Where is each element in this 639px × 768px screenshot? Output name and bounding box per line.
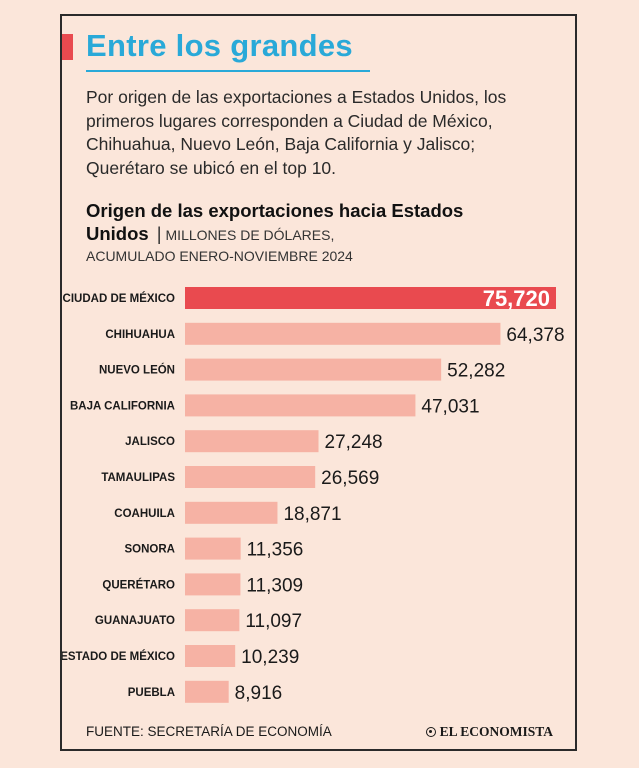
bar <box>185 501 278 524</box>
subtitle-text: Por origen de las exportaciones a Estado… <box>86 87 507 178</box>
bar-value-label: 11,356 <box>247 540 304 561</box>
chart-unit: MILLONES DE DÓLARES, <box>165 227 335 243</box>
bar-category-label: CHIHUAHUA <box>105 329 175 341</box>
chart-title-block: Origen de las exportaciones hacia Estado… <box>86 199 566 247</box>
bar-value-label: 8,916 <box>235 683 283 704</box>
bar-value-label: 47,031 <box>421 396 479 417</box>
chart-period: ACUMULADO ENERO-NOVIEMBRE 2024 <box>86 248 353 264</box>
chart-title: Origen de las exportaciones hacia Estado… <box>86 200 464 244</box>
title-separator: | <box>156 223 162 244</box>
infographic-card: Entre los grandes Por origen de las expo… <box>60 14 577 751</box>
bar-category-label: ESTADO DE MÉXICO <box>62 650 175 663</box>
bar-category-label: GUANAJUATO <box>95 615 175 627</box>
bar <box>185 430 319 453</box>
title-underline <box>86 70 370 72</box>
bar-value-label: 27,248 <box>325 432 383 453</box>
bar-value-label: 11,097 <box>245 611 302 632</box>
source-note: FUENTE: SECRETARÍA DE ECONOMÍA <box>86 724 332 739</box>
bar-value-label: 11,309 <box>246 575 303 596</box>
accent-bar <box>62 34 73 60</box>
bar-chart: CIUDAD DE MÉXICO 75,720 CHIHUAHUA 64,378 NUE… <box>62 286 565 704</box>
bar-category-label: SONORA <box>125 544 175 556</box>
brand-logo: EL ECONOMISTA <box>425 724 553 740</box>
bar <box>185 322 501 345</box>
bar <box>185 358 442 381</box>
bar-value-label: 18,871 <box>283 504 341 525</box>
logo-text: EL ECONOMISTA <box>439 724 553 739</box>
bar-value-label: 52,282 <box>447 361 505 382</box>
bar-category-label: BAJA CALIFORNIA <box>70 400 175 412</box>
bar-category-label: CIUDAD DE MÉXICO <box>63 292 176 305</box>
bar-category-label: PUEBLA <box>128 687 175 699</box>
bar <box>185 466 316 488</box>
bar-value-label: 75,720 <box>483 286 550 311</box>
bar-category-label: QUERÉTARO <box>102 578 175 591</box>
bar <box>185 609 240 632</box>
bar-category-label: NUEVO LEÓN <box>99 364 175 377</box>
bar <box>185 287 556 309</box>
bar-value-label: 10,239 <box>241 647 299 668</box>
bar <box>185 394 416 417</box>
bar <box>185 573 241 596</box>
bar <box>185 537 241 560</box>
bar <box>185 645 236 667</box>
bar-category-label: JALISCO <box>125 436 175 448</box>
bar-category-label: TAMAULIPAS <box>101 472 175 484</box>
page-title: Entre los grandes <box>86 28 353 63</box>
bar-category-label: COAHUILA <box>114 508 175 520</box>
bar <box>185 680 229 703</box>
bar-value-label: 64,378 <box>506 325 564 346</box>
logo-icon <box>425 727 436 737</box>
bar-value-label: 26,569 <box>321 468 379 489</box>
